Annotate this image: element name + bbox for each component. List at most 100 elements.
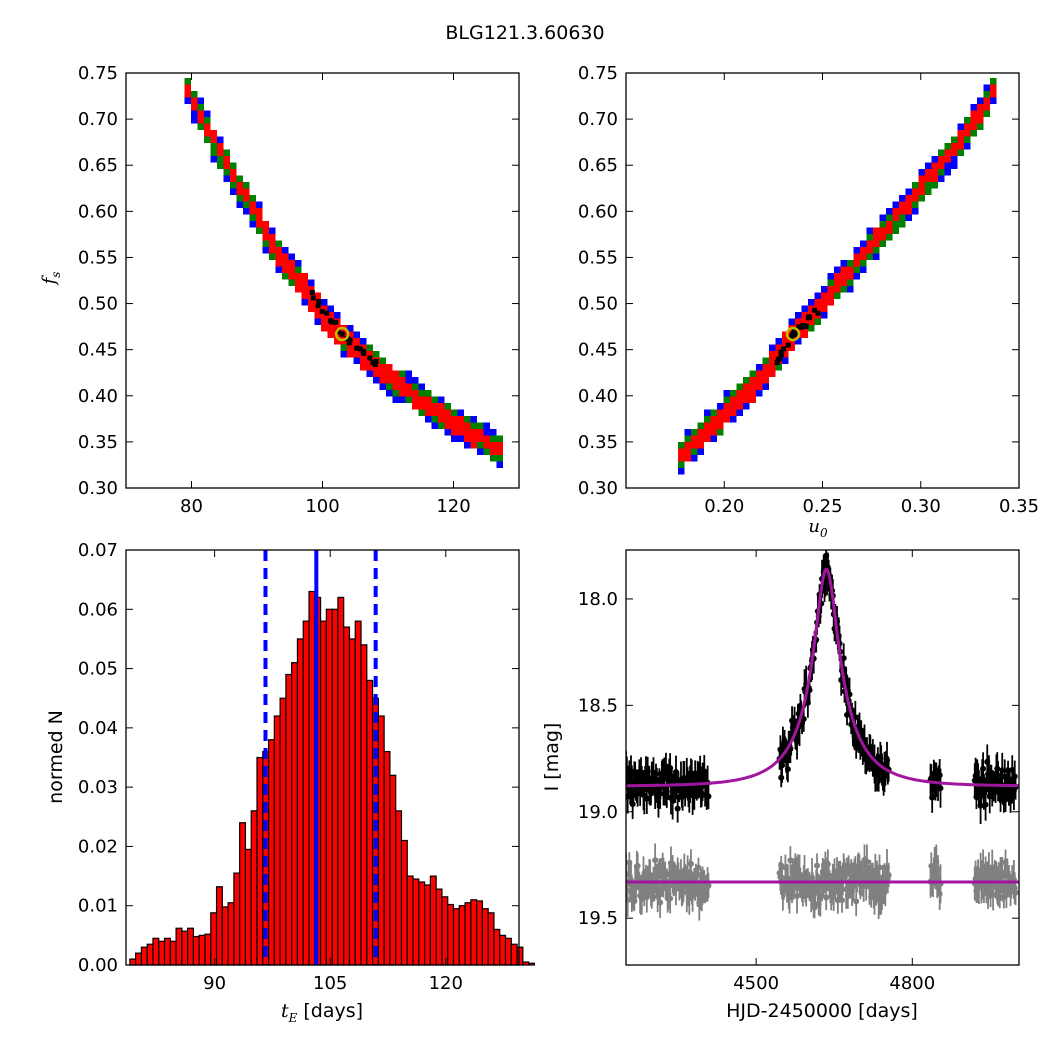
contour-cell-2sigma <box>223 149 230 156</box>
contour-cell-1sigma <box>834 279 841 286</box>
contour-cell-2sigma <box>464 416 471 423</box>
histogram-bar <box>331 608 339 966</box>
data-point <box>980 765 987 772</box>
contour-cell-2sigma <box>418 409 425 416</box>
contour-cell-1sigma <box>834 286 841 293</box>
contour-cell-1sigma <box>223 162 230 169</box>
contour-cell-1sigma <box>931 175 938 182</box>
contour-cell-3sigma <box>886 208 893 215</box>
histogram-bar <box>129 958 137 966</box>
contour-cell-core <box>309 289 315 295</box>
contour-cell-1sigma <box>723 416 730 423</box>
contour-cell-1sigma <box>957 130 964 137</box>
contour-cell-1sigma <box>217 143 224 150</box>
contour-cell-2sigma <box>710 409 717 416</box>
contour-cell-3sigma <box>678 468 685 475</box>
contour-cell-2sigma <box>191 91 198 98</box>
contour-cell-3sigma <box>710 435 717 442</box>
contour-cell-3sigma <box>743 403 750 410</box>
contour-cell-2sigma <box>957 149 964 156</box>
contour-cell-1sigma <box>308 286 315 293</box>
contour-cell-1sigma <box>684 442 691 449</box>
histogram-bar <box>267 739 275 966</box>
contour-cell-3sigma <box>269 227 276 234</box>
contour-cell-2sigma <box>678 442 685 449</box>
data-point <box>784 766 791 773</box>
contour-cell-2sigma <box>762 357 769 364</box>
contour-cell-2sigma <box>438 422 445 429</box>
contour-cell-1sigma <box>191 104 198 111</box>
contour-cell-2sigma <box>983 110 990 117</box>
residual-point <box>657 899 664 906</box>
contour-cell-1sigma <box>717 416 724 423</box>
contour-cell-1sigma <box>827 299 834 306</box>
best-fit-center <box>339 330 346 337</box>
contour-cell-1sigma <box>710 429 717 436</box>
data-point <box>674 805 681 812</box>
histogram-bar <box>285 673 293 966</box>
contour-cell-2sigma <box>749 370 756 377</box>
contour-cell-1sigma <box>736 396 743 403</box>
contour-cell-3sigma <box>944 169 951 176</box>
y-tick-label: 0.65 <box>78 155 118 176</box>
contour-cell-3sigma <box>360 338 367 345</box>
histogram-bar <box>198 934 206 966</box>
contour-cell-2sigma <box>412 383 419 390</box>
residual-point <box>853 898 860 905</box>
contour-cell-3sigma <box>782 357 789 364</box>
contour-cell-1sigma <box>886 227 893 234</box>
contour-cell-1sigma <box>288 260 295 267</box>
y-tick-label: 0.02 <box>78 836 118 857</box>
contour-cell-2sigma <box>814 318 821 325</box>
contour-cell-1sigma <box>373 370 380 377</box>
residual-point <box>799 893 806 900</box>
contour-cell-core <box>778 349 784 355</box>
contour-cell-1sigma <box>801 312 808 319</box>
contour-cell-3sigma <box>964 143 971 150</box>
contour-cell-3sigma <box>756 390 763 397</box>
contour-cell-core <box>347 337 353 343</box>
contour-cell-2sigma <box>275 240 282 247</box>
contour-cell-1sigma <box>386 377 393 384</box>
contour-cell-2sigma <box>918 195 925 202</box>
heatmap-panel-top-left: 80 100 120 0.30 0.35 0.40 0.45 0.50 0.55 0.60 0.65… <box>78 63 520 517</box>
contour-cell-2sigma <box>899 221 906 228</box>
contour-cell-core <box>779 352 785 358</box>
contour-cell-1sigma <box>905 201 912 208</box>
histogram-bar <box>383 750 391 966</box>
contour-cell-1sigma <box>321 312 328 319</box>
contour-cell-core <box>803 323 809 329</box>
contour-cell-1sigma <box>405 390 412 397</box>
contour-cell-2sigma <box>899 214 906 221</box>
figure-title: BLG121.3.60630 <box>445 22 605 44</box>
contour-cell-1sigma <box>386 370 393 377</box>
contour-cell-1sigma <box>457 416 464 423</box>
contour-cell-1sigma <box>366 364 373 371</box>
contour-cell-1sigma <box>899 201 906 208</box>
contour-cell-1sigma <box>814 299 821 306</box>
contour-cell-1sigma <box>808 305 815 312</box>
y-tick-label: 0.45 <box>78 340 118 361</box>
contour-cell-1sigma <box>704 422 711 429</box>
data-point <box>634 790 641 797</box>
residual-point <box>823 894 830 901</box>
contour-cell-3sigma <box>684 429 691 436</box>
histogram-bar <box>302 620 310 966</box>
contour-cell-1sigma <box>184 84 191 91</box>
contour-cell-1sigma <box>756 383 763 390</box>
contour-cell-3sigma <box>840 260 847 267</box>
histogram-bar <box>244 848 252 966</box>
contour-cell-1sigma <box>983 104 990 111</box>
contour-cell-1sigma <box>860 253 867 260</box>
contour-cell-3sigma <box>191 117 198 124</box>
contour-cell-1sigma <box>301 292 308 299</box>
contour-cell-1sigma <box>243 188 250 195</box>
contour-cell-2sigma <box>977 123 984 130</box>
contour-cell-1sigma <box>457 422 464 429</box>
contour-cell-1sigma <box>347 351 354 358</box>
contour-cell-2sigma <box>295 266 302 273</box>
histogram-bar <box>528 962 536 966</box>
data-point <box>800 715 807 722</box>
contour-cell-2sigma <box>886 214 893 221</box>
histogram-bar <box>308 590 316 966</box>
